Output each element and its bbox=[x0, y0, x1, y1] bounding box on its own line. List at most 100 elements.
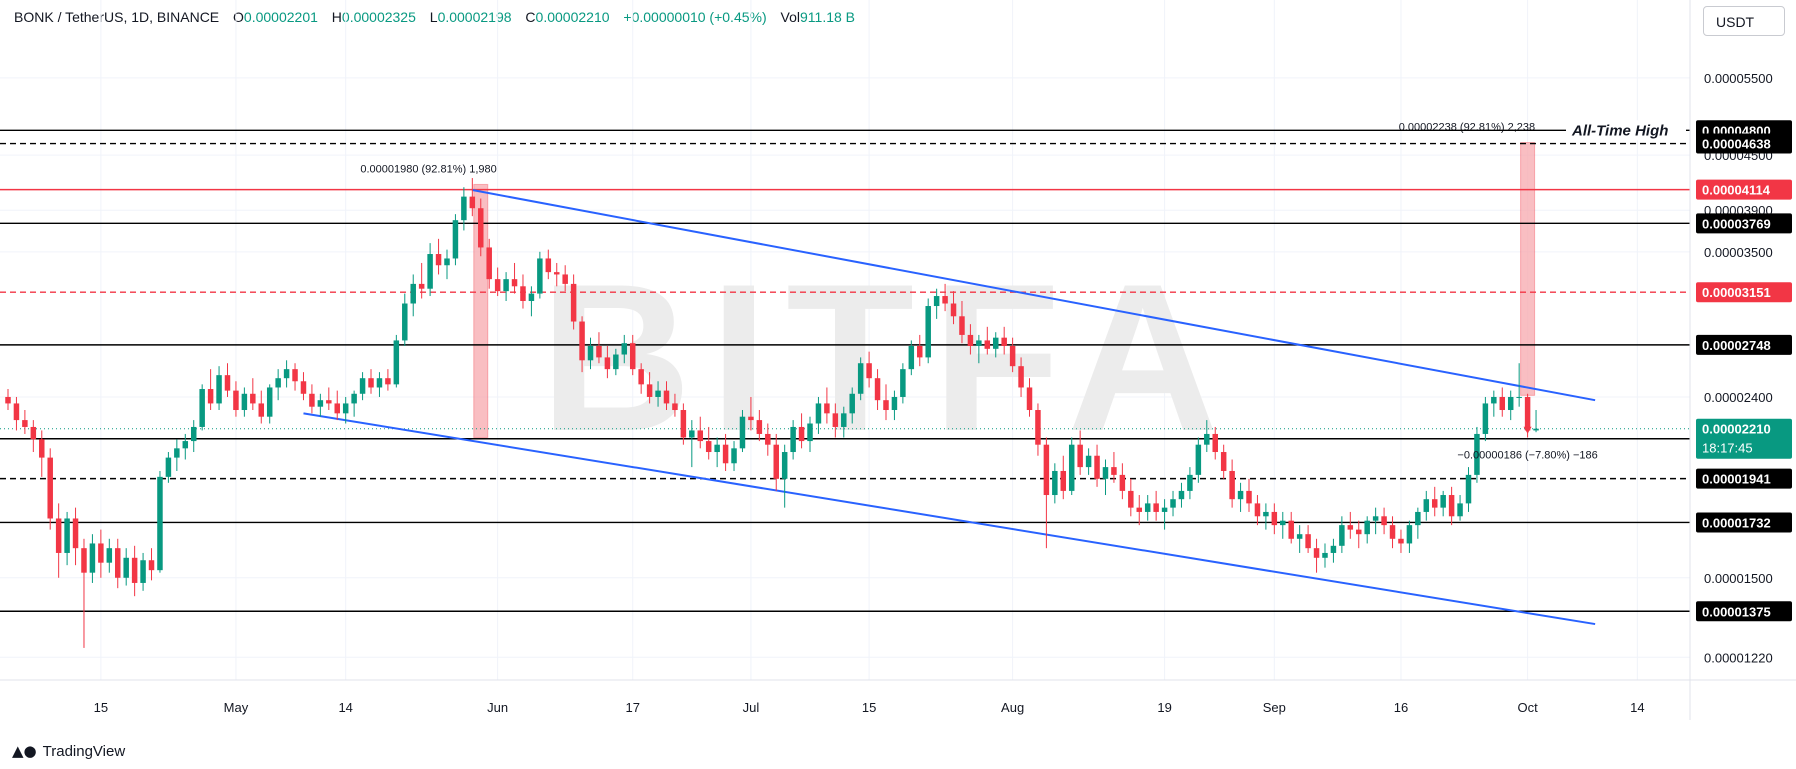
candle-body bbox=[680, 410, 687, 438]
candle-body bbox=[1465, 474, 1472, 504]
price-tick-label: 0.00002400 bbox=[1704, 390, 1773, 405]
candle-body bbox=[241, 393, 248, 411]
level-price-label: 0.00003769 bbox=[1702, 216, 1771, 231]
candle-body bbox=[39, 439, 45, 458]
candles bbox=[5, 178, 1539, 648]
candle-body bbox=[410, 283, 416, 304]
candle-body bbox=[1415, 511, 1421, 526]
candle-body bbox=[199, 389, 205, 427]
candle-body bbox=[1364, 520, 1370, 535]
candle-body bbox=[233, 390, 239, 411]
candle-body bbox=[545, 258, 552, 273]
candle-body bbox=[967, 334, 974, 346]
candle-body bbox=[807, 423, 813, 442]
candle-body bbox=[798, 426, 805, 442]
watermark-text: BITFA bbox=[540, 240, 1237, 475]
axes: 0.000055000.000045000.000039000.00003500… bbox=[0, 0, 1796, 720]
candle-body bbox=[275, 378, 281, 388]
candle-body bbox=[1085, 455, 1092, 468]
candle-body bbox=[1533, 428, 1539, 431]
candle-body bbox=[351, 393, 357, 404]
candle-body bbox=[444, 258, 450, 266]
candle-body bbox=[317, 400, 324, 407]
candle-body bbox=[1204, 433, 1210, 445]
candle-body bbox=[1161, 507, 1168, 512]
candle-body bbox=[579, 321, 585, 361]
close-value: 0.00002210 bbox=[535, 9, 610, 25]
candle-body bbox=[1516, 396, 1522, 398]
candle-body bbox=[292, 369, 298, 382]
candle-body bbox=[1398, 538, 1404, 544]
candle-body bbox=[1339, 525, 1345, 546]
candle-body bbox=[613, 354, 619, 370]
candle-body bbox=[1499, 396, 1506, 411]
time-tick-label: May bbox=[224, 700, 249, 715]
annotations: −0.00000186 (−7.80%) −186 All-Time High bbox=[1457, 120, 1686, 462]
candle-body bbox=[1491, 396, 1497, 404]
candle-body bbox=[452, 220, 459, 259]
candle-body bbox=[891, 396, 898, 411]
candle-body bbox=[655, 390, 661, 397]
candle-body bbox=[1119, 474, 1126, 491]
time-tick-label: Oct bbox=[1517, 700, 1538, 715]
candle-body bbox=[883, 400, 889, 411]
level-price-label: 0.00002748 bbox=[1702, 338, 1771, 353]
candle-body bbox=[385, 378, 391, 385]
time-tick-label: 15 bbox=[94, 700, 108, 715]
candle-body bbox=[1330, 545, 1337, 553]
candle-body bbox=[469, 196, 476, 209]
volume-label: Vol bbox=[780, 9, 800, 25]
candle-body bbox=[874, 378, 881, 401]
candle-body bbox=[427, 254, 433, 289]
levels bbox=[0, 129, 1690, 612]
candle-body bbox=[1212, 433, 1218, 453]
tradingview-logo[interactable]: ▲● TradingView bbox=[12, 742, 125, 760]
candle-body bbox=[13, 403, 20, 421]
candle-body bbox=[562, 274, 568, 284]
level-price-tag bbox=[1696, 334, 1792, 355]
level-price-label: 0.00001732 bbox=[1702, 515, 1771, 530]
candle-body bbox=[984, 340, 991, 349]
candle-body bbox=[587, 345, 594, 361]
level-price-tag bbox=[1696, 512, 1792, 533]
candle-body bbox=[64, 518, 70, 553]
candle-body bbox=[537, 258, 543, 294]
candle-body bbox=[165, 457, 172, 477]
candle-body bbox=[992, 337, 999, 349]
candle-body bbox=[503, 279, 509, 292]
candle-body bbox=[1440, 495, 1446, 508]
open-label: O bbox=[233, 9, 244, 25]
symbol-title[interactable]: BONK / TetherUS, 1D, BINANCE bbox=[14, 9, 220, 25]
candle-body bbox=[393, 340, 400, 385]
time-tick-label: 19 bbox=[1157, 700, 1171, 715]
measure-arrowhead bbox=[1523, 426, 1532, 434]
candle-body bbox=[933, 296, 940, 307]
candle-body bbox=[1060, 470, 1067, 491]
candle-body bbox=[326, 400, 332, 404]
level-price-tag bbox=[1696, 282, 1792, 303]
low-value: 0.00002198 bbox=[437, 9, 512, 25]
candle-body bbox=[1474, 433, 1480, 475]
currency-button[interactable]: USDT bbox=[1703, 6, 1785, 36]
candle-body bbox=[1229, 470, 1235, 500]
trendlines bbox=[303, 189, 1596, 626]
candle-body bbox=[1431, 499, 1438, 508]
candle-body bbox=[857, 363, 864, 394]
candle-body bbox=[1246, 490, 1252, 504]
candle-body bbox=[1448, 495, 1455, 517]
candle-body bbox=[714, 444, 720, 453]
candle-body bbox=[1389, 525, 1396, 539]
candle-body bbox=[1322, 552, 1328, 558]
current-price-tag bbox=[1696, 418, 1792, 459]
candle-body bbox=[1356, 529, 1362, 535]
candle-body bbox=[182, 441, 189, 449]
candle-body bbox=[486, 247, 492, 280]
candle-body bbox=[773, 444, 779, 479]
candle-body bbox=[131, 557, 138, 583]
open-value: 0.00002201 bbox=[243, 9, 318, 25]
candle-body bbox=[342, 403, 349, 414]
level-price-label: 0.00001375 bbox=[1702, 604, 1771, 619]
low-label: L bbox=[429, 9, 438, 25]
candle-body bbox=[1052, 470, 1058, 496]
